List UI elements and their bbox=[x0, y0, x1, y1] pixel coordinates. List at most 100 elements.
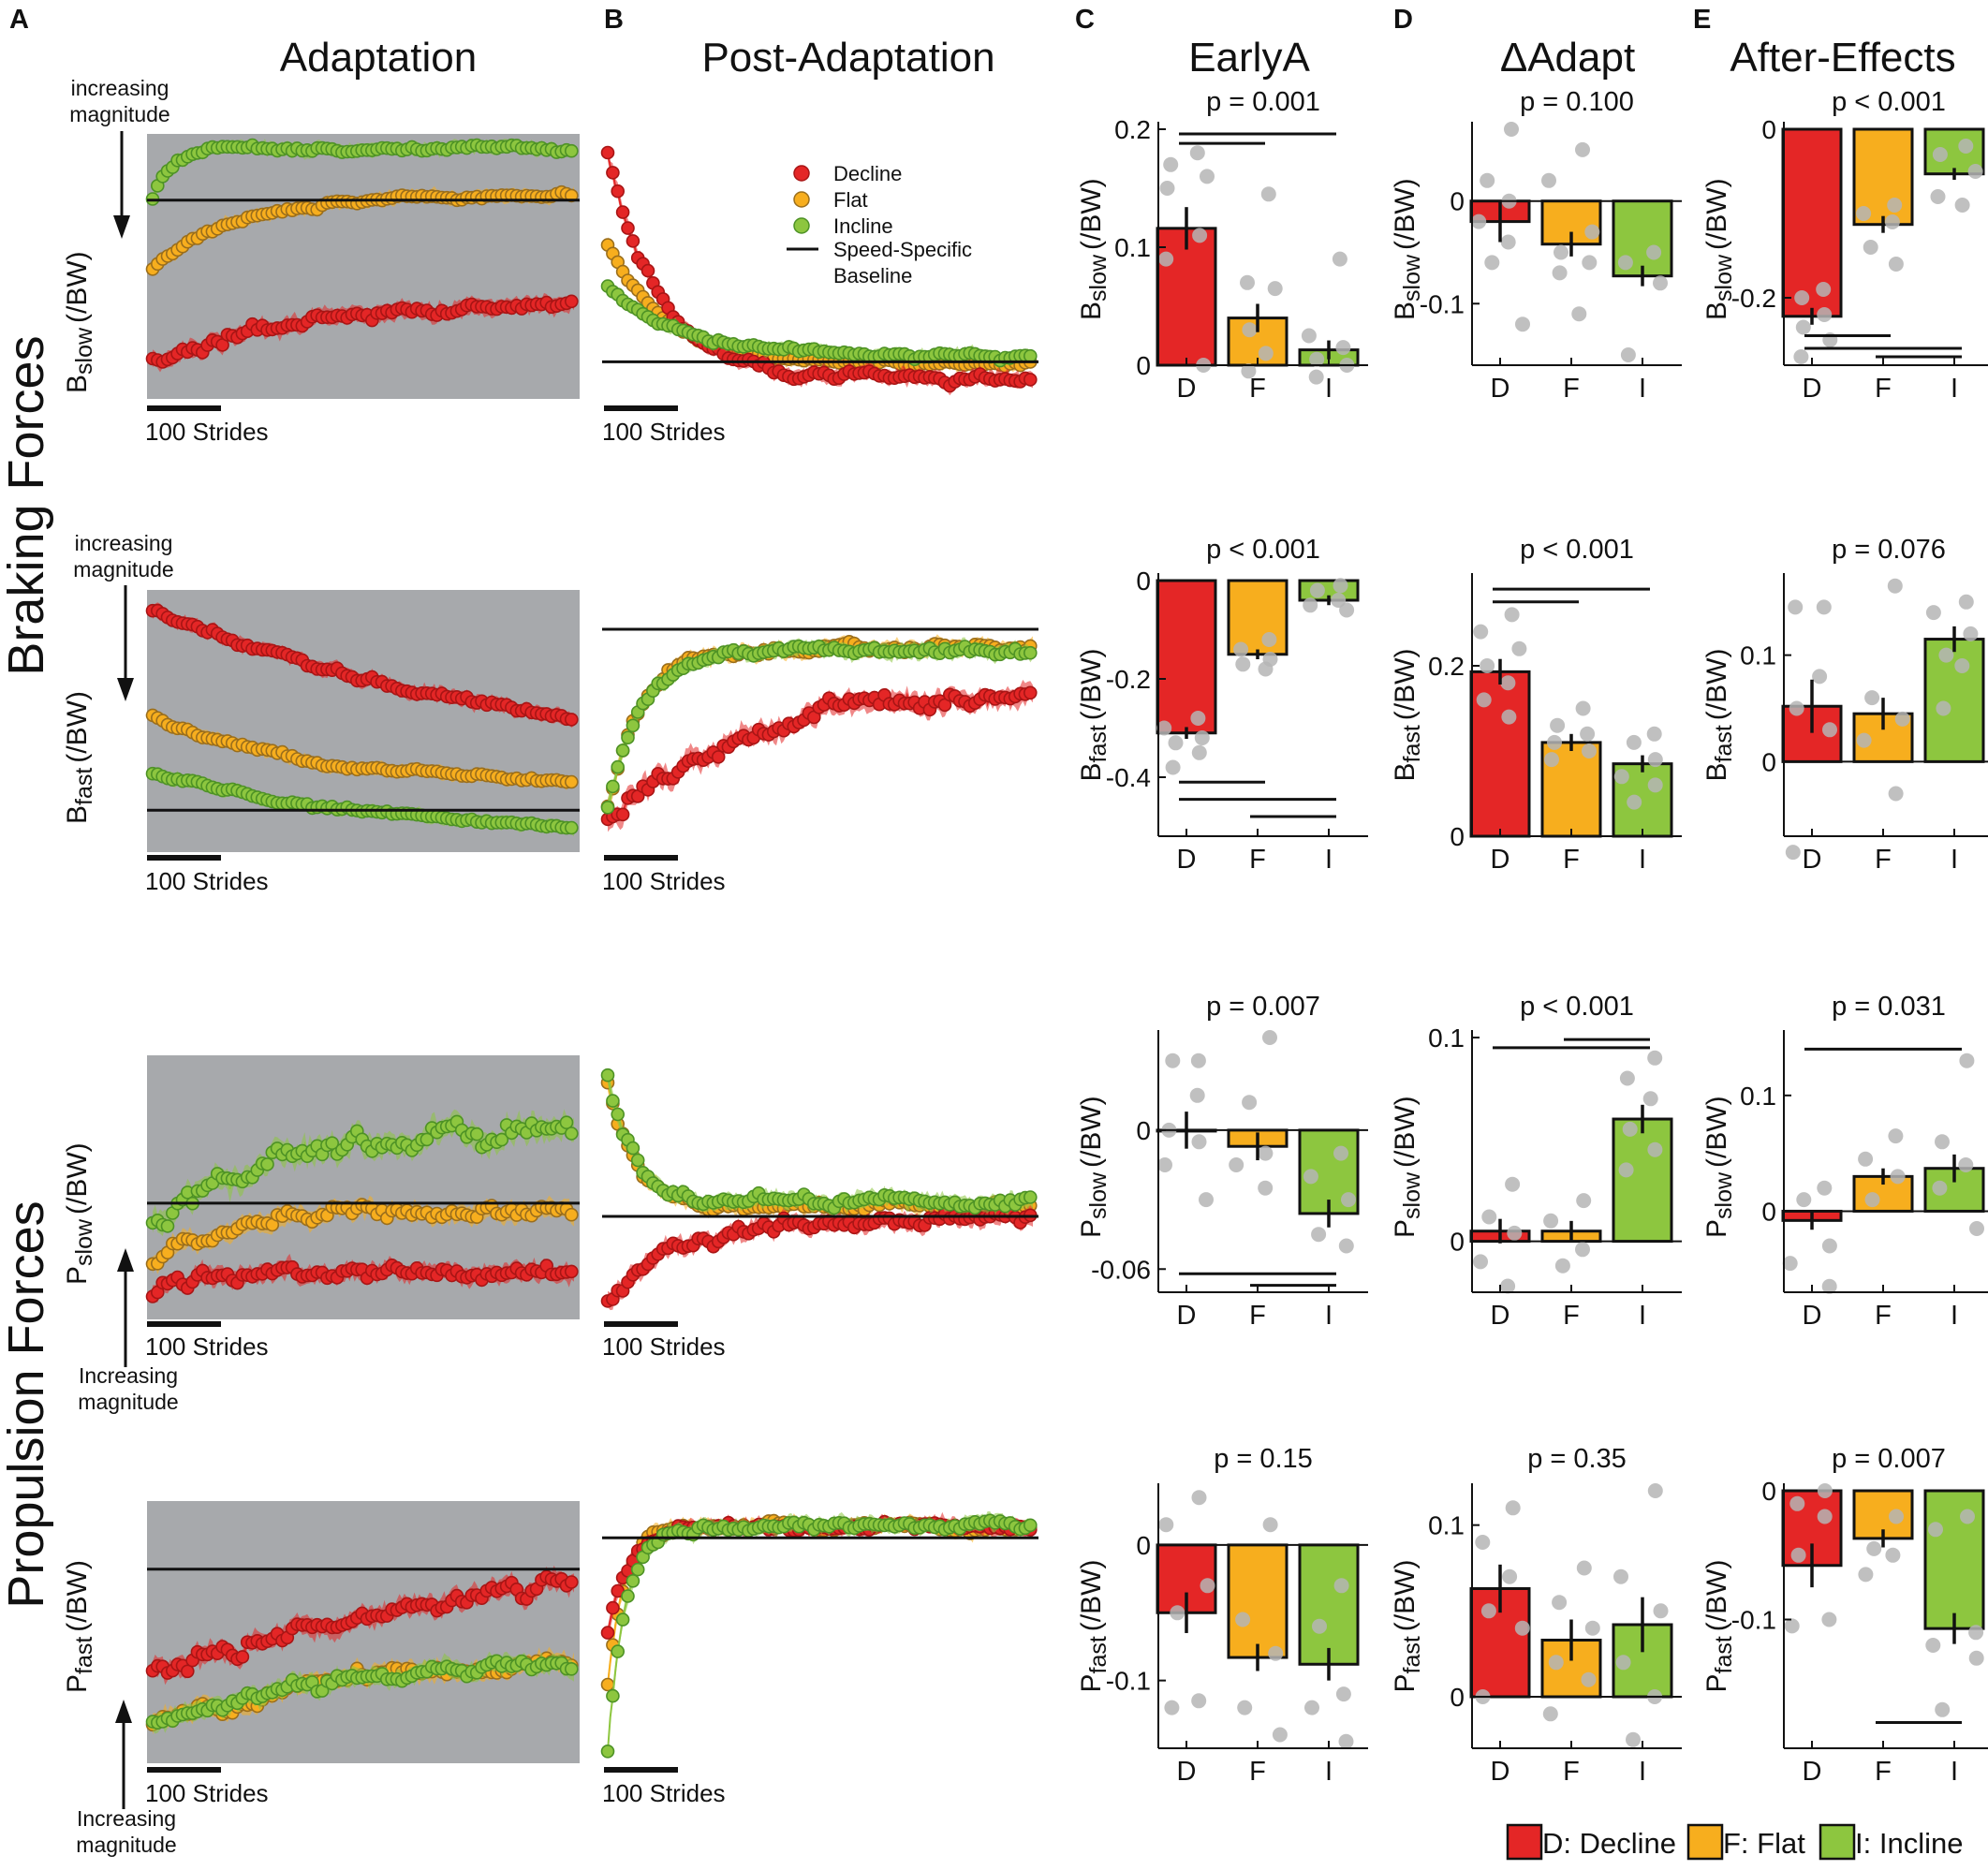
subject-dot bbox=[1958, 594, 1974, 610]
data-point-incline bbox=[260, 1157, 274, 1171]
subject-dot bbox=[1647, 1050, 1663, 1066]
subject-dot bbox=[1548, 1655, 1564, 1671]
data-point-flat bbox=[564, 1207, 579, 1222]
subject-dot bbox=[1938, 647, 1954, 663]
subject-dot bbox=[1268, 1645, 1284, 1661]
subject-dot bbox=[1233, 641, 1249, 657]
subject-dot bbox=[1165, 1053, 1181, 1068]
subject-dot bbox=[1960, 1509, 1975, 1524]
subject-dot bbox=[1339, 602, 1355, 618]
title-post-adaptation: Post-Adaptation bbox=[701, 35, 994, 81]
x-tick-label: D bbox=[1491, 1301, 1510, 1331]
y-tick-label: 0 bbox=[1761, 115, 1776, 144]
data-point-flat bbox=[564, 188, 579, 203]
x-tick-label: D bbox=[1177, 1757, 1197, 1787]
bottom-legend-flat: F: Flat bbox=[1723, 1827, 1805, 1860]
y-tick-label: 0 bbox=[1761, 1477, 1776, 1506]
subject-dot bbox=[1159, 181, 1175, 196]
data-point-decline bbox=[606, 1600, 620, 1615]
x-tick-label: F bbox=[1875, 374, 1892, 404]
subject-dot bbox=[1936, 700, 1951, 716]
subject-dot bbox=[1258, 346, 1274, 361]
x-tick-label: D bbox=[1177, 845, 1197, 875]
ylabel-bfast: Bfast(/BW) bbox=[62, 691, 97, 824]
subject-dot bbox=[1504, 607, 1520, 623]
y-tick-label: 0 bbox=[1136, 351, 1151, 380]
adaptation-shading bbox=[147, 134, 580, 399]
x-tick-label: F bbox=[1563, 1301, 1580, 1331]
subject-dot bbox=[1969, 1221, 1984, 1236]
stride-scale-label: 100 Strides bbox=[602, 418, 726, 446]
subject-dot bbox=[1622, 1121, 1638, 1137]
title-earlya: EarlyA bbox=[1188, 35, 1310, 81]
data-point-decline bbox=[235, 1650, 250, 1664]
subject-dot bbox=[1190, 1053, 1206, 1068]
subject-dot bbox=[1620, 347, 1636, 362]
subject-dot bbox=[1542, 1706, 1558, 1722]
x-tick-label: D bbox=[1177, 1301, 1197, 1331]
subject-dot bbox=[1505, 1500, 1521, 1516]
p-value-label: p < 0.001 bbox=[1520, 535, 1634, 565]
subject-dot bbox=[1200, 169, 1215, 184]
subject-dot bbox=[1481, 1209, 1497, 1225]
data-point-incline bbox=[626, 1141, 641, 1156]
y-tick-label: 0 bbox=[1450, 822, 1465, 851]
subject-dot bbox=[1575, 141, 1590, 157]
subject-dot bbox=[1333, 1145, 1348, 1161]
x-tick-label: F bbox=[1249, 845, 1266, 875]
subject-dot bbox=[1240, 274, 1255, 290]
y-tick-label: 0.1 bbox=[1114, 233, 1151, 262]
subject-dot bbox=[1262, 1030, 1277, 1045]
title-delta-adapt: ΔAdapt bbox=[1500, 35, 1635, 81]
data-point-decline bbox=[564, 1264, 579, 1279]
x-tick-label: I bbox=[1325, 1757, 1333, 1787]
y-tick-label: -0.4 bbox=[1106, 763, 1151, 792]
data-point-incline bbox=[564, 820, 579, 835]
subject-dot bbox=[1613, 1568, 1628, 1584]
subject-dot bbox=[1647, 1141, 1663, 1157]
subject-dot bbox=[1626, 734, 1642, 750]
subject-dot bbox=[1237, 1700, 1253, 1715]
subject-dot bbox=[1958, 139, 1974, 154]
p-value-label: p = 0.031 bbox=[1832, 992, 1946, 1022]
x-tick-label: I bbox=[1325, 374, 1333, 404]
x-tick-label: D bbox=[1803, 1757, 1822, 1787]
subject-dot bbox=[1552, 1595, 1568, 1611]
subject-dot bbox=[1858, 1567, 1874, 1583]
arrowhead-down-icon bbox=[117, 678, 134, 701]
subject-dot bbox=[1647, 777, 1663, 793]
stride-scale-label: 100 Strides bbox=[602, 1779, 726, 1807]
title-adaptation: Adaptation bbox=[280, 35, 477, 81]
bar-i bbox=[1923, 1489, 1985, 1630]
subject-dot bbox=[1338, 1238, 1354, 1254]
x-tick-label: F bbox=[1249, 1757, 1266, 1787]
subject-dot bbox=[1617, 255, 1633, 271]
subject-dot bbox=[1242, 1095, 1258, 1111]
x-tick-label: D bbox=[1803, 374, 1822, 404]
subject-dot bbox=[1258, 1180, 1274, 1196]
magnitude-label-4: Increasing bbox=[77, 1806, 176, 1831]
data-point-incline bbox=[564, 1126, 579, 1141]
data-point-incline bbox=[630, 1153, 645, 1168]
subject-dot bbox=[1332, 251, 1347, 267]
y-tick-label: 0 bbox=[1761, 747, 1776, 776]
subject-dot bbox=[1199, 1192, 1214, 1208]
stride-scale-label: 100 Strides bbox=[602, 867, 726, 895]
data-point-incline bbox=[1023, 1518, 1038, 1533]
subject-dot bbox=[1473, 624, 1489, 640]
subject-dot bbox=[1571, 306, 1587, 322]
y-tick-label: 0.2 bbox=[1114, 115, 1151, 144]
subject-dot bbox=[1615, 1655, 1631, 1671]
magnitude-label-2b: magnitude bbox=[73, 557, 173, 582]
data-point-incline bbox=[606, 1688, 620, 1703]
subject-dot bbox=[1613, 769, 1629, 785]
data-point-decline bbox=[181, 1664, 195, 1679]
legend-baseline-1: Speed-Specific bbox=[833, 238, 972, 261]
subject-dot bbox=[1189, 1087, 1205, 1103]
legend-incline-marker bbox=[793, 217, 810, 234]
data-point-incline bbox=[600, 1068, 615, 1082]
bar-d bbox=[1156, 579, 1217, 735]
subject-dot bbox=[1164, 1700, 1180, 1715]
x-tick-label: F bbox=[1249, 1301, 1266, 1331]
stride-scale-label: 100 Strides bbox=[145, 418, 269, 446]
